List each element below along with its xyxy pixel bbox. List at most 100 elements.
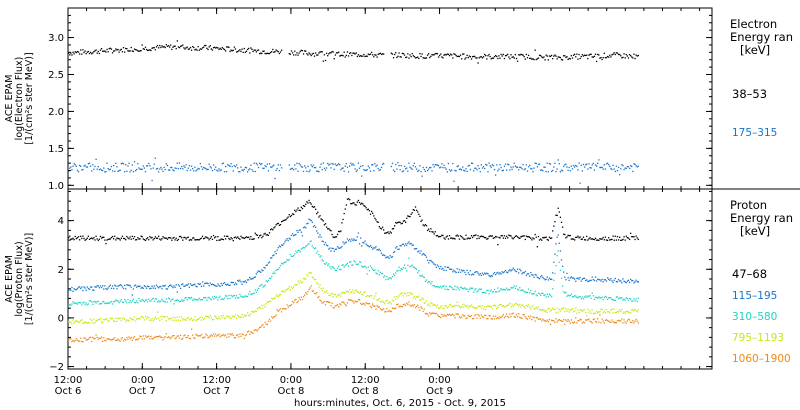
data-point (173, 303, 175, 305)
data-point (365, 295, 367, 298)
data-point (307, 290, 309, 293)
data-point (238, 297, 240, 299)
data-point (73, 322, 75, 324)
data-point (218, 297, 220, 299)
data-point (179, 334, 182, 337)
data-point (533, 316, 535, 319)
data-point (606, 277, 609, 279)
data-point (353, 238, 355, 240)
data-point (272, 255, 274, 257)
data-point (300, 296, 303, 298)
data-point (148, 317, 150, 319)
data-point (567, 58, 569, 61)
data-point (297, 170, 299, 172)
data-point (153, 300, 155, 303)
data-point (531, 306, 533, 308)
data-point (548, 307, 551, 310)
data-point (161, 45, 163, 47)
data-point (338, 265, 340, 267)
data-point (308, 272, 310, 274)
data-point (172, 169, 174, 171)
data-point (140, 50, 142, 52)
data-point (389, 302, 391, 304)
data-point (501, 235, 503, 237)
data-point (80, 319, 82, 322)
data-point (86, 166, 88, 168)
data-point (544, 166, 546, 168)
data-point (132, 50, 135, 53)
data-point (263, 266, 265, 269)
data-point (300, 231, 303, 233)
data-point (583, 166, 586, 168)
data-point (578, 295, 580, 298)
data-point (467, 307, 469, 309)
data-point (547, 295, 549, 298)
data-point (327, 228, 329, 230)
data-point (273, 51, 275, 53)
data-point (234, 165, 237, 168)
data-point (448, 54, 451, 57)
data-point (78, 286, 81, 288)
data-point (526, 57, 529, 59)
data-point (499, 316, 501, 318)
data-point (571, 277, 574, 279)
data-point (477, 235, 479, 237)
data-point (579, 276, 581, 279)
x-tick-time: 0:00 (280, 375, 302, 386)
data-point (279, 164, 282, 166)
data-point (235, 283, 238, 285)
y-tick-label: 2 (58, 265, 64, 276)
data-point (116, 299, 118, 302)
data-point (500, 53, 502, 56)
data-point (97, 300, 99, 302)
data-point (401, 305, 403, 308)
data-point (74, 51, 76, 53)
data-point (420, 306, 422, 308)
data-point (436, 304, 439, 306)
data-point (306, 273, 308, 276)
data-point (230, 317, 232, 320)
data-point (336, 267, 339, 270)
data-point (612, 321, 614, 323)
data-point (110, 48, 113, 50)
data-point (307, 202, 309, 204)
data-point (335, 236, 338, 238)
data-point (378, 306, 380, 308)
data-point (555, 243, 557, 245)
data-point (437, 307, 440, 309)
data-point (346, 238, 349, 240)
data-point (381, 226, 384, 228)
data-point (567, 277, 569, 279)
data-point (320, 255, 322, 257)
data-point (74, 235, 76, 238)
data-point (410, 242, 412, 245)
data-point (587, 308, 589, 311)
data-point (106, 162, 108, 164)
data-point (324, 291, 327, 293)
data-point (78, 340, 81, 342)
data-point (231, 165, 233, 168)
data-point (400, 164, 402, 167)
data-point (133, 301, 136, 304)
data-point (330, 293, 332, 295)
data-point (536, 166, 539, 168)
data-point (610, 297, 612, 299)
data-point (597, 318, 599, 320)
y-label-line: ACE EPAM (4, 255, 15, 303)
data-point (121, 235, 124, 237)
data-point (619, 53, 621, 56)
data-point (347, 171, 350, 173)
data-point (538, 318, 541, 320)
y-label-line: [1/(cm²s ster MeV)] (24, 52, 35, 144)
data-point (568, 57, 570, 60)
data-point (496, 236, 498, 238)
data-point (441, 313, 443, 316)
data-point (305, 227, 307, 229)
data-point (215, 297, 217, 299)
data-point (108, 169, 110, 171)
data-point (403, 165, 406, 168)
data-point (342, 167, 344, 169)
data-point (99, 285, 102, 287)
data-point (97, 239, 99, 242)
data-point (614, 299, 616, 301)
